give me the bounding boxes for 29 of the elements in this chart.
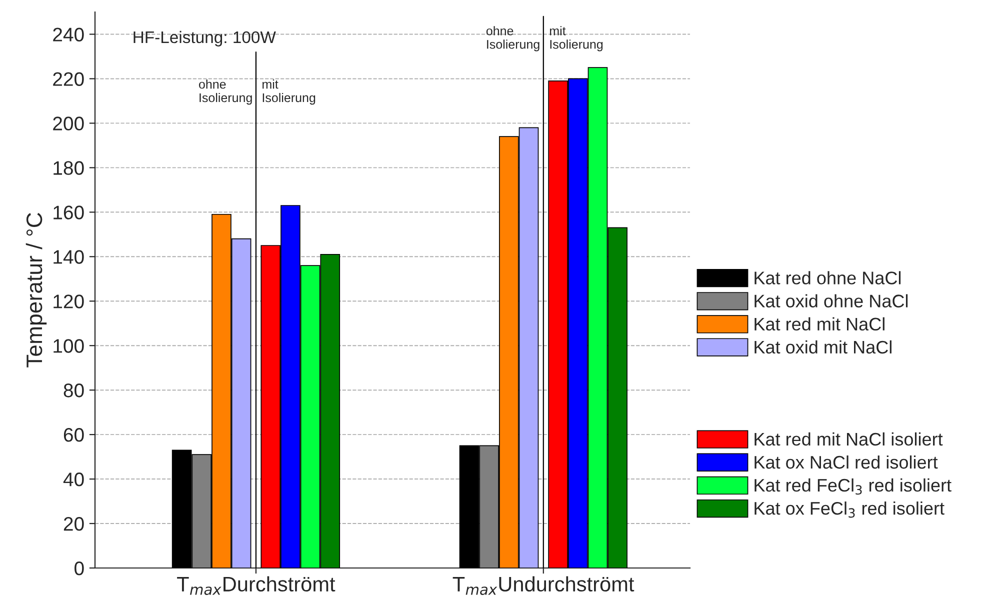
annotation: ohne Isolierung: [199, 80, 252, 105]
x-tick-label: T$_{max}$Durchströmt: [177, 576, 336, 595]
y-tick-label: 40: [63, 472, 84, 486]
y-tick-label: 80: [64, 384, 84, 398]
annotation: ohne Isolierung: [486, 26, 540, 52]
y-tick-label: 220: [53, 72, 84, 86]
legend-label: Kat oxid ohne NaCl: [754, 294, 908, 308]
y-tick-label: 20: [64, 516, 84, 531]
y-tick-label: 100: [54, 339, 84, 353]
legend-label: Kat red ohne NaCl: [754, 271, 901, 284]
annotation: HF-Leistung: 100W: [134, 30, 276, 46]
legend-label: Kat red mit NaCl isoliert: [754, 432, 943, 446]
y-tick-label: 160: [54, 206, 84, 220]
y-axis-title: Temperatur / °C: [26, 212, 47, 368]
legend-label: Kat ox FeCl$_{3}$ red isoliert: [754, 501, 944, 518]
x-tick-label: T$_{max}$Undurchströmt: [452, 576, 634, 595]
legend-label: Kat oxid mit NaCl: [754, 340, 892, 354]
legend-label: Kat red FeCl$_{3}$ red isoliert: [754, 478, 952, 495]
y-tick-label: 240: [53, 28, 84, 42]
y-tick-label: 180: [54, 161, 84, 175]
y-tick-label: 0: [74, 561, 84, 576]
y-tick-label: 120: [54, 294, 84, 308]
legend-label: Kat red mit NaCl: [754, 317, 884, 331]
y-tick-label: 140: [54, 250, 84, 264]
annotation: mit Isolierung: [262, 80, 316, 105]
y-tick-label: 60: [64, 428, 84, 442]
annotation: mit Isolierung: [550, 26, 603, 52]
legend-label: Kat ox NaCl red isoliert: [754, 455, 938, 469]
y-tick-label: 200: [53, 116, 84, 130]
